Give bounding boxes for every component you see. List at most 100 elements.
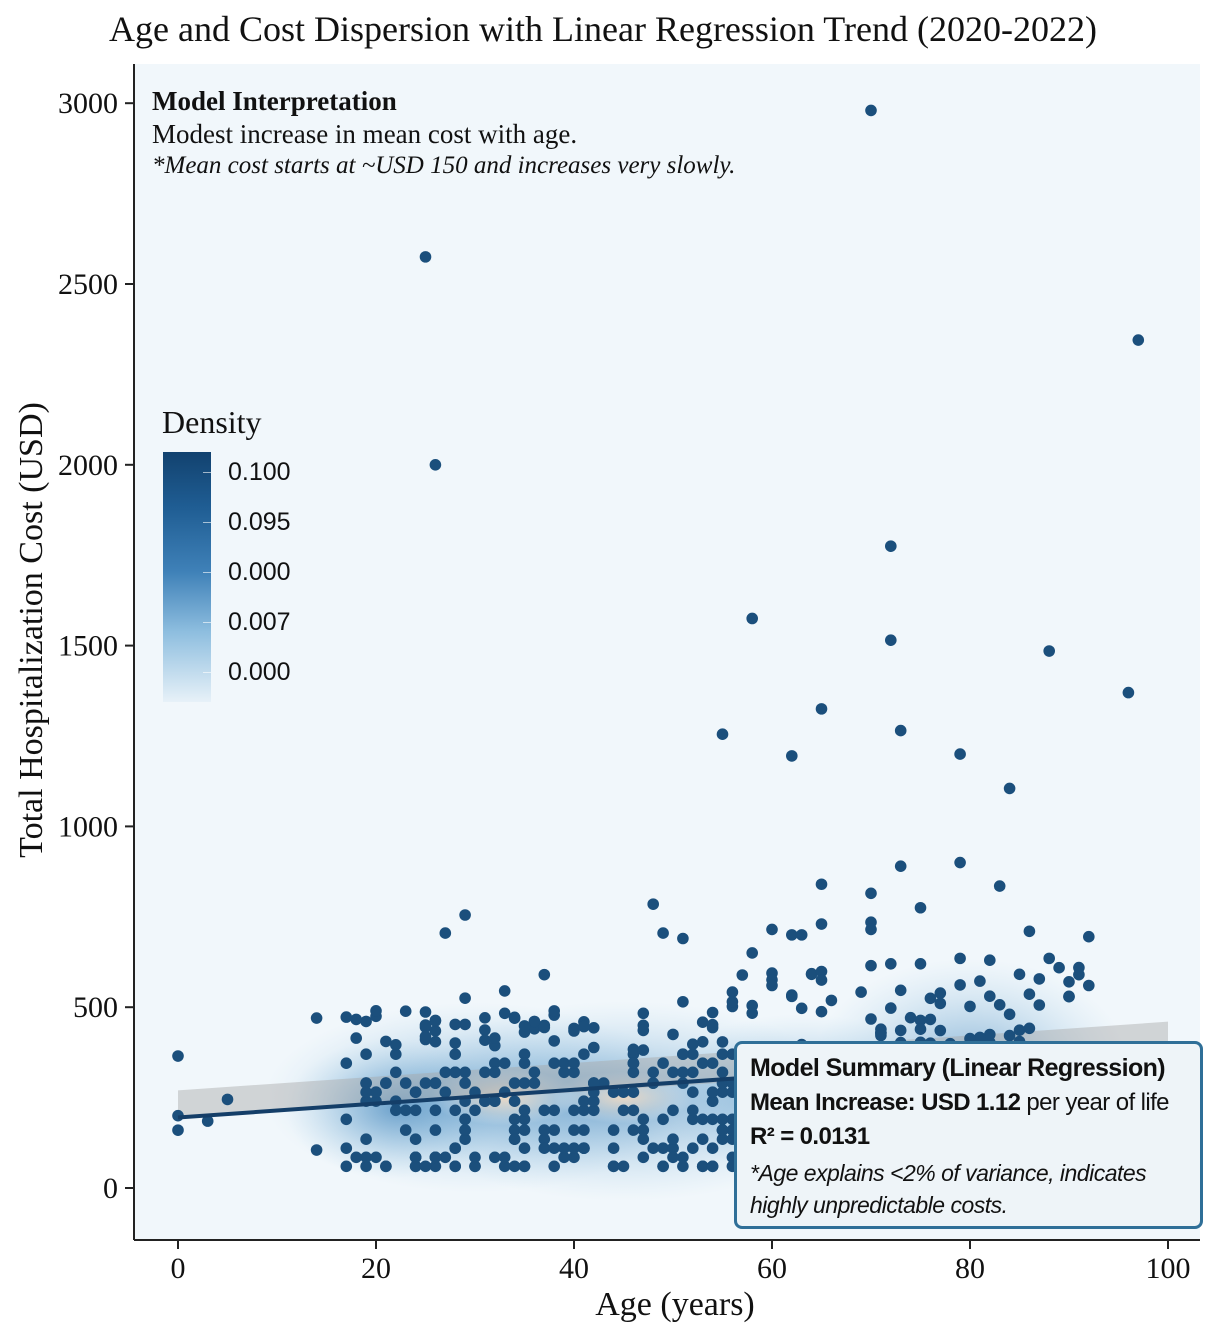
- legend-label: 0.100: [228, 458, 291, 486]
- data-point-outlier: [815, 878, 828, 891]
- data-point: [568, 1066, 580, 1079]
- data-point: [449, 1018, 462, 1031]
- data-point: [617, 1086, 630, 1098]
- data-point-outlier: [815, 974, 828, 986]
- data-point: [875, 1029, 887, 1042]
- data-point: [696, 1036, 709, 1048]
- data-point: [548, 1035, 560, 1047]
- data-point: [568, 1124, 580, 1136]
- data-point: [439, 1151, 452, 1164]
- data-point: [964, 1000, 976, 1013]
- data-point: [696, 1133, 709, 1145]
- data-point-outlier: [310, 1144, 323, 1156]
- data-point-outlier: [221, 1093, 234, 1106]
- data-point: [360, 1133, 372, 1145]
- data-point: [508, 1160, 521, 1173]
- data-point-outlier: [815, 918, 828, 930]
- data-point: [627, 1104, 640, 1117]
- data-point: [360, 1160, 372, 1173]
- legend-label: 0.000: [228, 558, 291, 586]
- data-point: [469, 1151, 481, 1164]
- data-point: [459, 1066, 471, 1079]
- data-point: [1033, 973, 1046, 985]
- data-point-outlier: [795, 929, 808, 941]
- data-point: [627, 1043, 640, 1056]
- data-point: [894, 984, 907, 997]
- data-point: [479, 1034, 491, 1046]
- data-point: [548, 1160, 560, 1173]
- data-point: [449, 1048, 462, 1060]
- data-point: [548, 1005, 560, 1017]
- data-point: [419, 1077, 432, 1089]
- data-point-outlier: [677, 932, 689, 945]
- data-point: [934, 1024, 947, 1037]
- data-point: [588, 1095, 600, 1107]
- data-point-outlier: [885, 634, 897, 646]
- data-point: [419, 1030, 432, 1043]
- data-point: [459, 1077, 471, 1089]
- data-point: [538, 1104, 551, 1117]
- data-point: [390, 1048, 402, 1060]
- model-summary-box: Model Summary (Linear Regression) Mean I…: [734, 1041, 1203, 1229]
- data-point: [399, 1124, 412, 1136]
- data-point: [885, 1002, 897, 1014]
- data-point: [380, 1035, 392, 1048]
- data-point: [409, 1086, 422, 1098]
- data-point-outlier: [786, 990, 798, 1003]
- data-point-outlier: [766, 923, 778, 936]
- data-point: [607, 1124, 620, 1136]
- data-point: [429, 1035, 442, 1048]
- data-point-outlier: [1083, 930, 1095, 943]
- data-point: [568, 1151, 580, 1164]
- data-point: [439, 1066, 452, 1079]
- data-point: [489, 1151, 501, 1164]
- data-point: [716, 1048, 729, 1060]
- data-point: [954, 979, 966, 991]
- density-legend: Density 0.100 0.095 0.000 0.007 0.000: [162, 404, 291, 702]
- y-tick-label: 0: [103, 1172, 118, 1205]
- data-point: [696, 1016, 709, 1028]
- data-point: [390, 1039, 402, 1051]
- data-point: [815, 1005, 828, 1018]
- y-tick-label: 1000: [58, 810, 118, 843]
- data-point: [667, 1142, 679, 1154]
- data-point: [667, 1028, 679, 1041]
- data-point: [677, 1066, 689, 1079]
- data-point: [1023, 1022, 1036, 1035]
- summary-mean: Mean Increase: USD 1.12: [750, 1089, 1021, 1116]
- data-point: [904, 1011, 917, 1024]
- data-point-outlier: [459, 992, 471, 1004]
- data-point: [588, 1077, 600, 1089]
- data-point: [706, 1142, 719, 1154]
- data-point: [518, 1142, 531, 1154]
- data-point-outlier: [1043, 952, 1055, 965]
- x-tick-label: 100: [1146, 1252, 1191, 1285]
- data-point-outlier: [498, 985, 511, 997]
- data-point-outlier: [786, 750, 798, 762]
- data-point: [459, 1113, 471, 1126]
- legend-tick: [203, 622, 211, 623]
- data-point-outlier: [815, 703, 828, 715]
- y-tick-label: 2500: [58, 268, 118, 301]
- summary-note: *Age explains <2% of variance, indicates…: [750, 1160, 1147, 1218]
- data-point: [528, 1066, 541, 1079]
- x-tick-label: 20: [361, 1252, 391, 1285]
- data-point: [459, 1018, 471, 1031]
- chart-title: Age and Cost Dispersion with Linear Regr…: [109, 9, 1097, 49]
- data-point: [934, 997, 947, 1010]
- summary-mean-row: Mean Increase: USD 1.12 per year of life: [750, 1089, 1200, 1117]
- data-point-outlier: [677, 995, 689, 1008]
- data-point: [716, 1036, 729, 1048]
- data-point: [706, 1113, 719, 1126]
- data-point-outlier: [439, 927, 452, 939]
- data-point: [1063, 976, 1075, 988]
- data-point: [429, 1160, 442, 1173]
- data-point: [568, 1025, 580, 1037]
- data-point: [429, 1124, 442, 1136]
- y-axis-label: Total Hospitalization Cost (USD): [13, 402, 50, 858]
- data-point: [429, 1077, 442, 1089]
- data-point: [479, 1066, 491, 1079]
- data-point-outlier: [1083, 979, 1095, 992]
- data-point: [984, 990, 996, 1002]
- data-point: [538, 1021, 551, 1034]
